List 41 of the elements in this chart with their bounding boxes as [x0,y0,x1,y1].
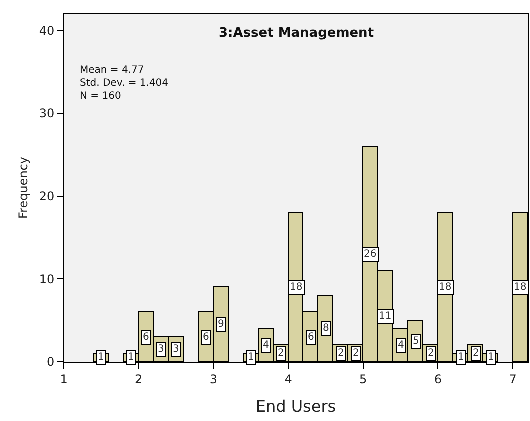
y-tick-label: 40 [39,24,55,38]
data-label: 3 [173,344,180,355]
y-axis-title: Frequency [16,157,31,219]
text: 3:Asset Management [219,26,374,41]
data-label: 2 [338,348,344,359]
y-tick-label: 20 [39,189,55,204]
data-label: 26 [364,249,377,260]
data-label: 18 [514,282,527,293]
data-label: 18 [290,282,303,293]
x-tick-label: 2 [135,372,143,386]
data-label: 4 [263,340,270,351]
data-label: 1 [98,352,104,363]
y-tick-label: 30 [39,106,55,121]
data-label: 18 [439,282,452,293]
data-label: 6 [203,332,210,343]
annotation: Mean = 4.77 Std. Dev. = 1.404 N = 160 [80,65,169,102]
data-label: 11 [379,311,392,322]
data-label: 2 [278,348,284,359]
data-label: 1 [488,352,494,363]
data-label: 2 [428,348,434,359]
data-label: 1 [458,352,464,363]
x-tick-label: 1 [60,372,68,386]
data-label: 5 [413,336,420,347]
data-label: 8 [323,323,330,334]
data-label: 1 [128,352,134,363]
data-label: 3 [158,344,164,355]
data-label: 9 [218,319,224,330]
data-label: 2 [353,348,360,359]
data-label: 1 [248,352,254,363]
x-tick-label: 6 [434,372,442,386]
data-label: 4 [398,340,404,351]
y-tick-label: 0 [46,355,55,370]
y-tick-label: 10 [39,272,55,286]
x-tick-label: 4 [284,372,292,386]
data-label: 6 [308,332,314,343]
x-axis-title: End Users [256,397,336,416]
x-tick-label: 7 [509,372,517,386]
data-label: 2 [473,348,480,359]
x-tick-label: 3 [210,372,218,386]
x-tick-label: 5 [360,372,368,386]
data-label: 6 [143,332,150,343]
